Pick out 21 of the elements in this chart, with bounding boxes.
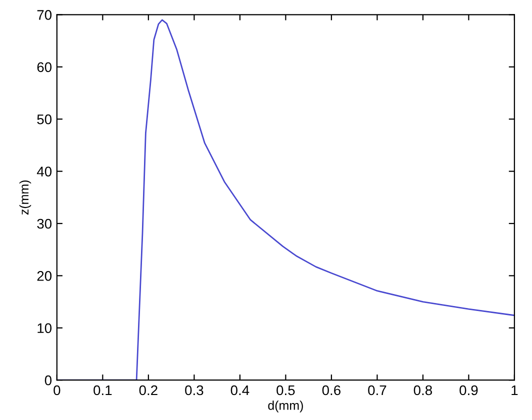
x-tick-label: 0.9 — [460, 385, 478, 396]
x-tick-label: 0.4 — [230, 385, 250, 396]
x-tick-label: 0.7 — [368, 385, 386, 396]
x-tick-label: 0.5 — [276, 385, 295, 396]
y-tick-label: 60 — [37, 62, 52, 72]
y-tick-label: 20 — [37, 271, 52, 281]
x-tick-label: 0.6 — [322, 385, 340, 396]
x-tick-label: 0.3 — [185, 385, 204, 396]
x-tick-label: 1 — [512, 385, 518, 396]
y-tick-label: 50 — [37, 114, 52, 124]
x-tick-label: 0.1 — [94, 385, 112, 396]
y-axis-title: z(mm) — [19, 180, 32, 215]
x-tick-label: 0 — [54, 385, 60, 396]
y-tick-label: 70 — [37, 10, 52, 20]
y-tick-label: 40 — [36, 166, 52, 176]
x-tick-label: 0.8 — [414, 385, 432, 396]
y-tick-label: 10 — [38, 323, 52, 334]
y-tick-label: 0 — [44, 375, 52, 386]
x-tick-label: 0.2 — [139, 385, 158, 396]
y-tick-label: 30 — [37, 218, 52, 229]
x-axis-title: d(mm) — [268, 400, 303, 412]
